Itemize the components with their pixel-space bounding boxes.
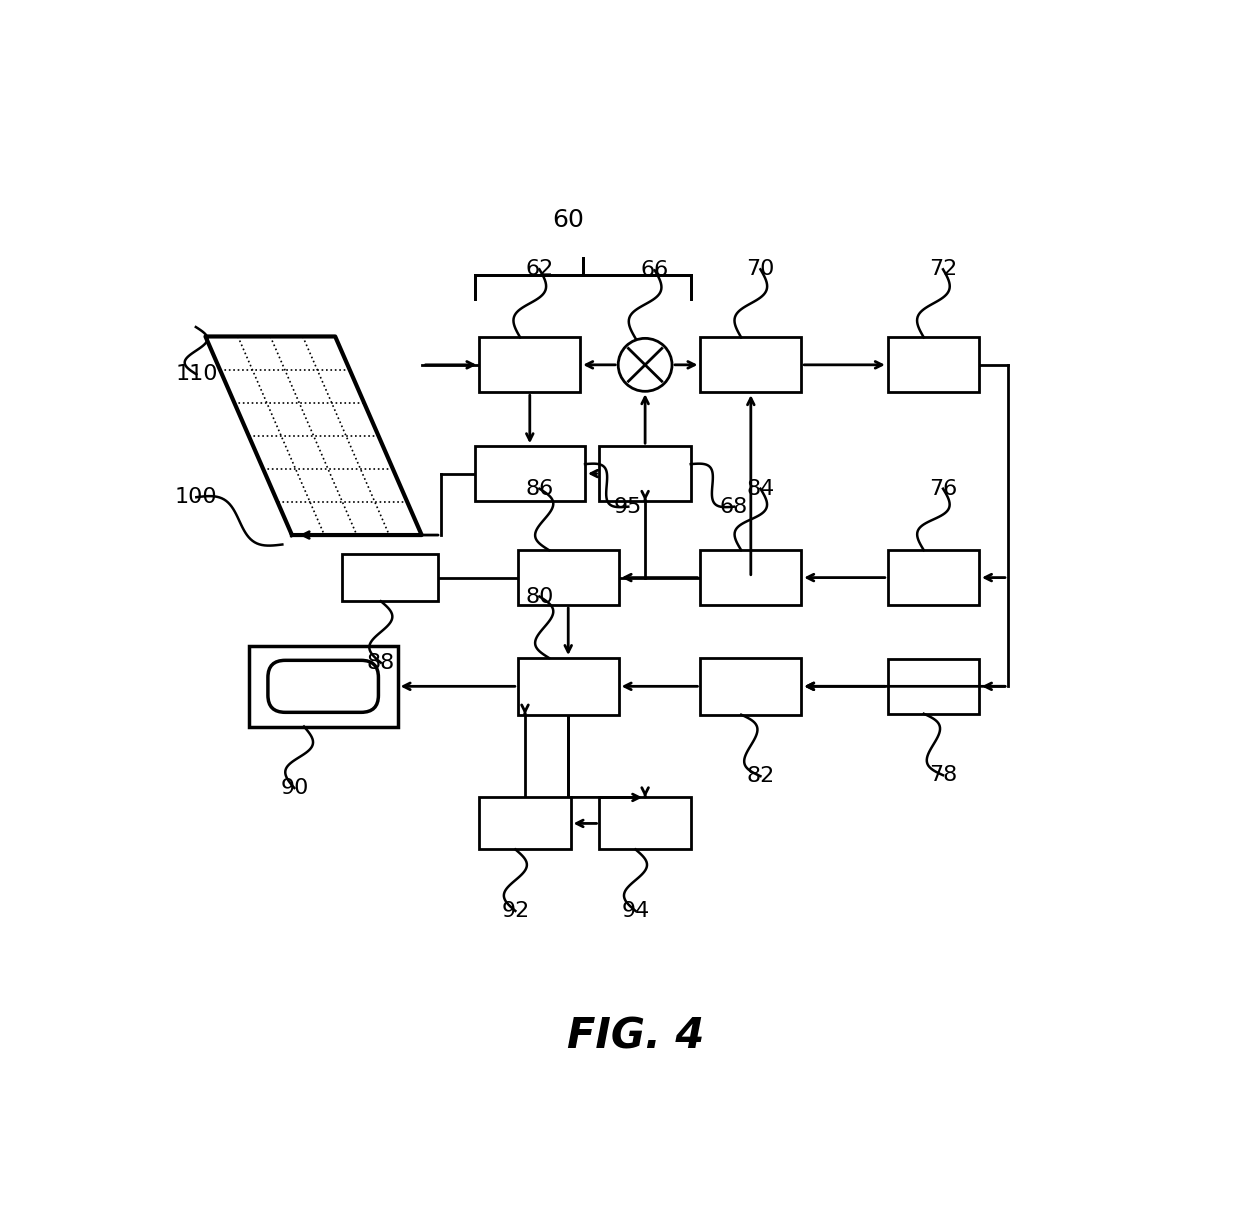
- Bar: [249, 646, 398, 727]
- Text: 90: 90: [280, 779, 309, 798]
- Bar: [888, 659, 980, 713]
- Text: FIG. 4: FIG. 4: [567, 1016, 704, 1057]
- Bar: [888, 338, 980, 392]
- Bar: [599, 797, 691, 850]
- Bar: [701, 338, 801, 392]
- Circle shape: [619, 339, 672, 392]
- Bar: [480, 797, 570, 850]
- Bar: [888, 550, 980, 605]
- Text: 70: 70: [746, 259, 775, 279]
- Text: 92: 92: [501, 901, 529, 921]
- Bar: [342, 554, 439, 602]
- Text: 72: 72: [929, 259, 957, 279]
- Text: 100: 100: [175, 488, 218, 507]
- Text: 86: 86: [526, 479, 553, 499]
- Text: 95: 95: [614, 496, 642, 517]
- Text: 76: 76: [929, 479, 957, 499]
- Text: 110: 110: [175, 365, 217, 384]
- Text: 80: 80: [526, 587, 553, 607]
- Bar: [518, 550, 619, 605]
- Bar: [701, 658, 801, 715]
- Text: 84: 84: [746, 479, 775, 499]
- Text: 68: 68: [720, 496, 748, 517]
- Text: 94: 94: [621, 901, 650, 921]
- Bar: [701, 550, 801, 605]
- Bar: [480, 338, 580, 392]
- Text: 82: 82: [746, 766, 775, 786]
- Bar: [518, 658, 619, 715]
- Text: 88: 88: [367, 653, 396, 673]
- Text: 60: 60: [552, 209, 584, 232]
- Bar: [475, 446, 585, 501]
- FancyBboxPatch shape: [268, 661, 378, 712]
- Text: 78: 78: [929, 765, 957, 785]
- Bar: [599, 446, 691, 501]
- Text: 66: 66: [641, 260, 668, 280]
- Text: 62: 62: [526, 259, 553, 279]
